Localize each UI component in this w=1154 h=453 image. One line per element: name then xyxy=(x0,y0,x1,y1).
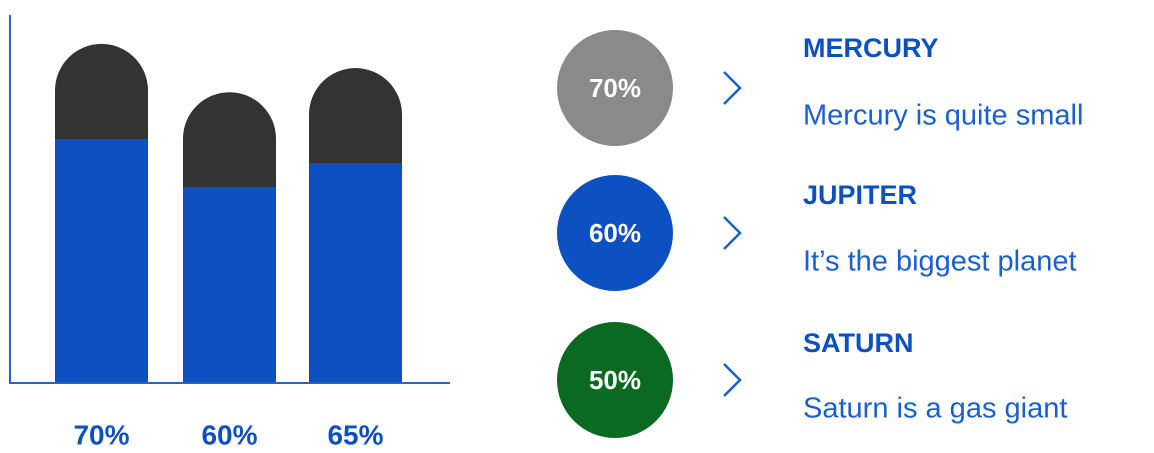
badge-circle xyxy=(557,175,673,291)
value-label: 65% xyxy=(327,419,383,450)
bar-body xyxy=(55,138,148,382)
value-label: 70% xyxy=(73,419,129,450)
item-text: Saturn is a gas giant xyxy=(803,393,1067,425)
item-title: JUPITER xyxy=(803,180,917,210)
chevron xyxy=(723,216,742,250)
item-text: It’s the biggest planet xyxy=(803,246,1077,278)
badge-text: 50% xyxy=(589,365,641,395)
chevron xyxy=(723,71,742,105)
item-title: MERCURY xyxy=(803,33,939,63)
value-label: 60% xyxy=(201,419,257,450)
badge-text: 70% xyxy=(589,73,641,103)
badge-circle xyxy=(557,30,673,146)
bar-body xyxy=(183,187,276,382)
bar-body xyxy=(309,163,402,382)
chevron xyxy=(723,363,742,397)
item-title: SATURN xyxy=(803,328,914,358)
item-text: Mercury is quite small xyxy=(803,100,1083,132)
badge-text: 60% xyxy=(589,218,641,248)
badge-circle xyxy=(557,322,673,438)
